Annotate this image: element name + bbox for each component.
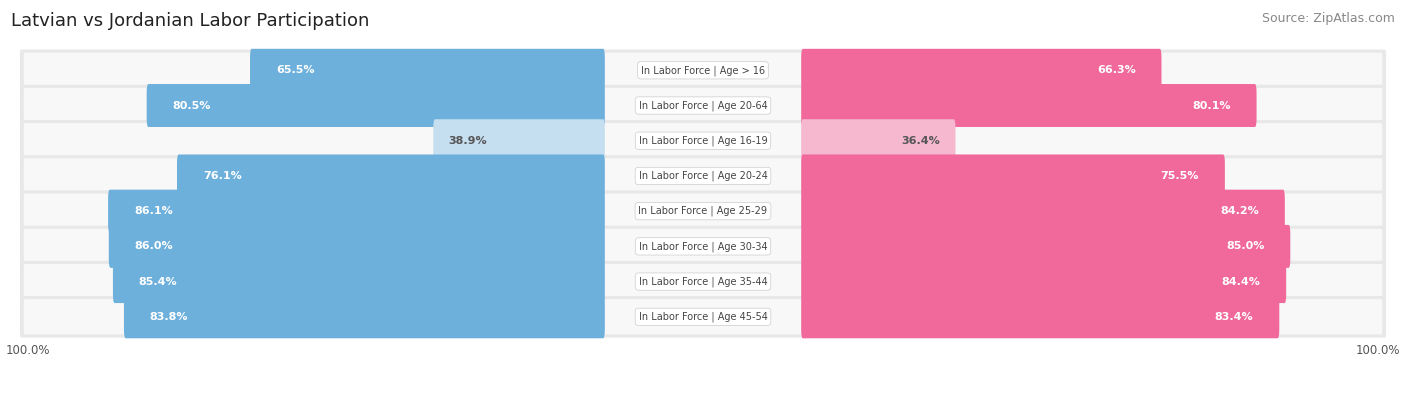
FancyBboxPatch shape bbox=[24, 53, 1382, 88]
Text: In Labor Force | Age 20-24: In Labor Force | Age 20-24 bbox=[638, 171, 768, 181]
Text: In Labor Force | Age 25-29: In Labor Force | Age 25-29 bbox=[638, 206, 768, 216]
FancyBboxPatch shape bbox=[801, 119, 956, 162]
FancyBboxPatch shape bbox=[24, 299, 1382, 335]
FancyBboxPatch shape bbox=[112, 260, 605, 303]
Text: 66.3%: 66.3% bbox=[1097, 65, 1136, 75]
Text: 86.1%: 86.1% bbox=[134, 206, 173, 216]
FancyBboxPatch shape bbox=[24, 123, 1382, 158]
Text: In Labor Force | Age 30-34: In Labor Force | Age 30-34 bbox=[638, 241, 768, 252]
Text: 85.0%: 85.0% bbox=[1226, 241, 1264, 251]
Text: 83.4%: 83.4% bbox=[1215, 312, 1254, 322]
Text: In Labor Force | Age 45-54: In Labor Force | Age 45-54 bbox=[638, 312, 768, 322]
FancyBboxPatch shape bbox=[108, 190, 605, 233]
Text: 84.4%: 84.4% bbox=[1222, 276, 1260, 287]
Text: In Labor Force | Age 35-44: In Labor Force | Age 35-44 bbox=[638, 276, 768, 287]
Text: Latvian vs Jordanian Labor Participation: Latvian vs Jordanian Labor Participation bbox=[11, 12, 370, 30]
FancyBboxPatch shape bbox=[108, 225, 605, 268]
FancyBboxPatch shape bbox=[20, 155, 1386, 197]
FancyBboxPatch shape bbox=[24, 264, 1382, 299]
FancyBboxPatch shape bbox=[433, 119, 605, 162]
Text: 38.9%: 38.9% bbox=[449, 136, 488, 146]
FancyBboxPatch shape bbox=[20, 296, 1386, 338]
Text: In Labor Force | Age > 16: In Labor Force | Age > 16 bbox=[641, 65, 765, 75]
FancyBboxPatch shape bbox=[801, 190, 1285, 233]
FancyBboxPatch shape bbox=[20, 226, 1386, 267]
FancyBboxPatch shape bbox=[20, 85, 1386, 126]
FancyBboxPatch shape bbox=[801, 260, 1286, 303]
FancyBboxPatch shape bbox=[24, 158, 1382, 194]
FancyBboxPatch shape bbox=[20, 261, 1386, 302]
Text: 65.5%: 65.5% bbox=[276, 65, 315, 75]
Text: 85.4%: 85.4% bbox=[139, 276, 177, 287]
Text: 80.5%: 80.5% bbox=[173, 100, 211, 111]
FancyBboxPatch shape bbox=[801, 84, 1257, 127]
FancyBboxPatch shape bbox=[146, 84, 605, 127]
FancyBboxPatch shape bbox=[250, 49, 605, 92]
FancyBboxPatch shape bbox=[24, 88, 1382, 123]
Text: In Labor Force | Age 16-19: In Labor Force | Age 16-19 bbox=[638, 135, 768, 146]
FancyBboxPatch shape bbox=[20, 120, 1386, 162]
Text: 84.2%: 84.2% bbox=[1220, 206, 1258, 216]
FancyBboxPatch shape bbox=[177, 154, 605, 198]
FancyBboxPatch shape bbox=[801, 49, 1161, 92]
FancyBboxPatch shape bbox=[801, 225, 1291, 268]
Text: 36.4%: 36.4% bbox=[901, 136, 941, 146]
FancyBboxPatch shape bbox=[801, 295, 1279, 338]
Text: 80.1%: 80.1% bbox=[1192, 100, 1230, 111]
Text: 75.5%: 75.5% bbox=[1161, 171, 1199, 181]
FancyBboxPatch shape bbox=[24, 229, 1382, 264]
FancyBboxPatch shape bbox=[124, 295, 605, 338]
Text: 83.8%: 83.8% bbox=[150, 312, 188, 322]
Text: 76.1%: 76.1% bbox=[202, 171, 242, 181]
FancyBboxPatch shape bbox=[20, 49, 1386, 91]
FancyBboxPatch shape bbox=[24, 194, 1382, 229]
FancyBboxPatch shape bbox=[20, 190, 1386, 232]
Text: Source: ZipAtlas.com: Source: ZipAtlas.com bbox=[1261, 12, 1395, 25]
Text: In Labor Force | Age 20-64: In Labor Force | Age 20-64 bbox=[638, 100, 768, 111]
Text: 86.0%: 86.0% bbox=[135, 241, 173, 251]
FancyBboxPatch shape bbox=[801, 154, 1225, 198]
